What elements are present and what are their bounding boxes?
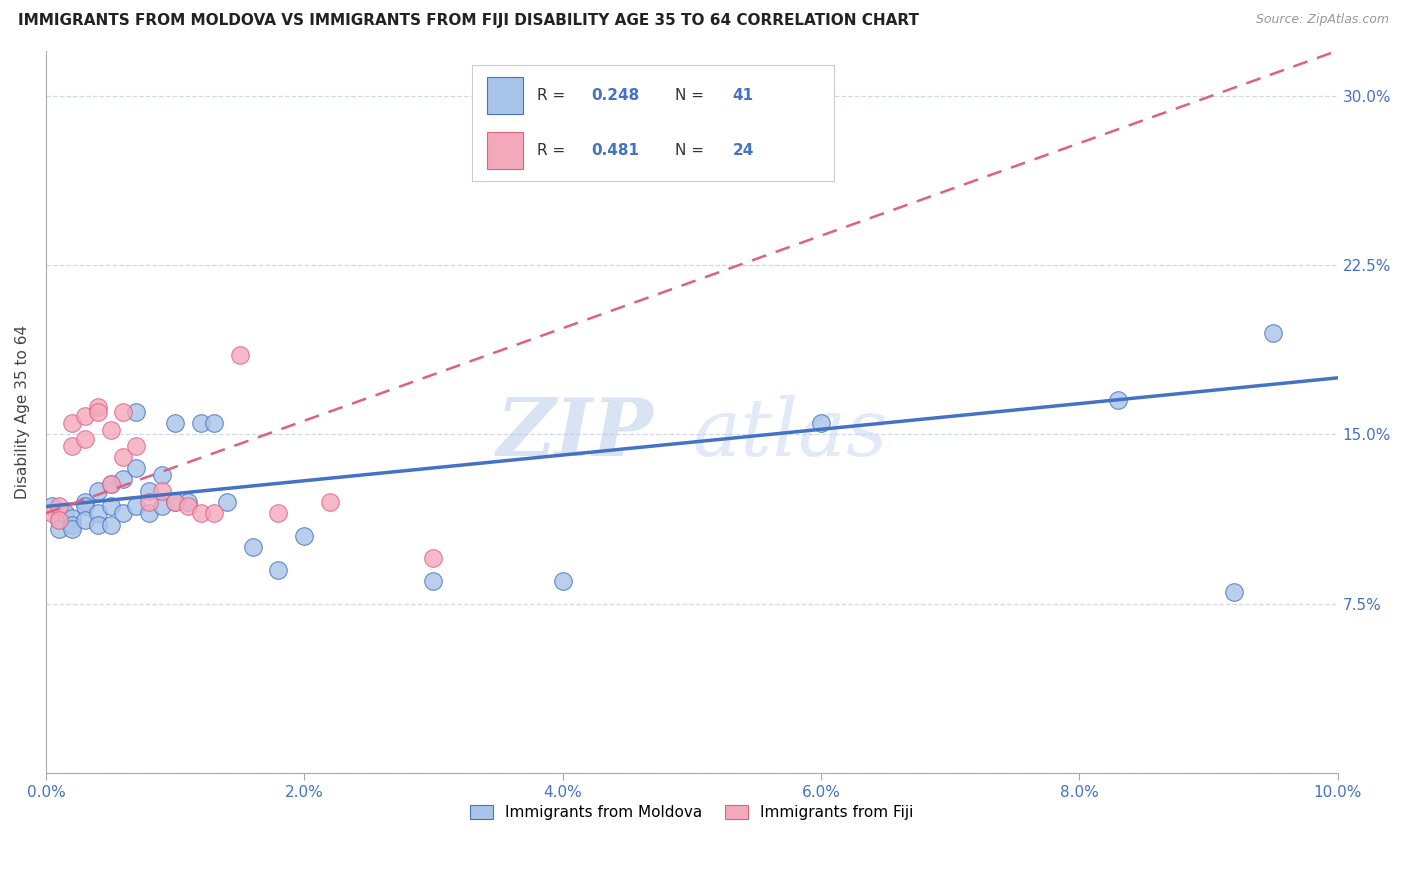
Point [41, 506, 63, 520]
Text: atlas: atlas [692, 394, 887, 472]
Point [73, 409, 96, 424]
Text: ZIP: ZIP [496, 394, 652, 472]
Point [60, 416, 83, 430]
Point [86, 405, 108, 419]
Point [48, 522, 70, 536]
Point [112, 506, 135, 520]
Point [48, 513, 70, 527]
Point [1261, 326, 1284, 340]
Point [100, 477, 122, 491]
Point [73, 513, 96, 527]
Point [190, 416, 212, 430]
Point [86, 506, 108, 520]
Point [73, 432, 96, 446]
Point [202, 416, 225, 430]
Point [551, 574, 574, 588]
Point [60, 517, 83, 532]
Point [292, 529, 315, 543]
Point [73, 495, 96, 509]
Point [53, 506, 76, 520]
Point [267, 506, 290, 520]
Text: IMMIGRANTS FROM MOLDOVA VS IMMIGRANTS FROM FIJI DISABILITY AGE 35 TO 64 CORRELAT: IMMIGRANTS FROM MOLDOVA VS IMMIGRANTS FR… [18, 13, 920, 29]
Text: Source: ZipAtlas.com: Source: ZipAtlas.com [1256, 13, 1389, 27]
Point [190, 506, 212, 520]
Point [60, 522, 83, 536]
Point [177, 495, 200, 509]
Legend: Immigrants from Moldova, Immigrants from Fiji: Immigrants from Moldova, Immigrants from… [464, 799, 920, 827]
Point [112, 450, 135, 464]
Point [202, 506, 225, 520]
Point [100, 477, 122, 491]
Point [125, 439, 148, 453]
Point [48, 500, 70, 514]
Point [165, 416, 187, 430]
Point [267, 563, 290, 577]
Point [177, 500, 200, 514]
Point [165, 495, 187, 509]
Point [138, 506, 160, 520]
Point [112, 472, 135, 486]
Point [41, 500, 63, 514]
Point [125, 500, 148, 514]
Point [112, 405, 135, 419]
Point [150, 483, 173, 498]
Point [165, 495, 187, 509]
Point [100, 517, 122, 532]
Point [100, 500, 122, 514]
Point [73, 500, 96, 514]
Point [86, 517, 108, 532]
Point [422, 574, 444, 588]
Point [810, 416, 832, 430]
Point [422, 551, 444, 566]
Point [150, 500, 173, 514]
Point [86, 483, 108, 498]
Point [150, 467, 173, 482]
Point [138, 483, 160, 498]
Point [60, 439, 83, 453]
Point [125, 461, 148, 475]
Point [215, 495, 238, 509]
Point [138, 495, 160, 509]
Point [100, 423, 122, 437]
Point [60, 510, 83, 524]
Point [1107, 393, 1129, 408]
Point [228, 348, 250, 362]
Point [125, 405, 148, 419]
Point [1223, 585, 1246, 599]
Point [319, 495, 342, 509]
Point [48, 513, 70, 527]
Point [745, 156, 768, 170]
Point [86, 400, 108, 414]
Y-axis label: Disability Age 35 to 64: Disability Age 35 to 64 [15, 325, 30, 499]
Point [242, 540, 264, 554]
